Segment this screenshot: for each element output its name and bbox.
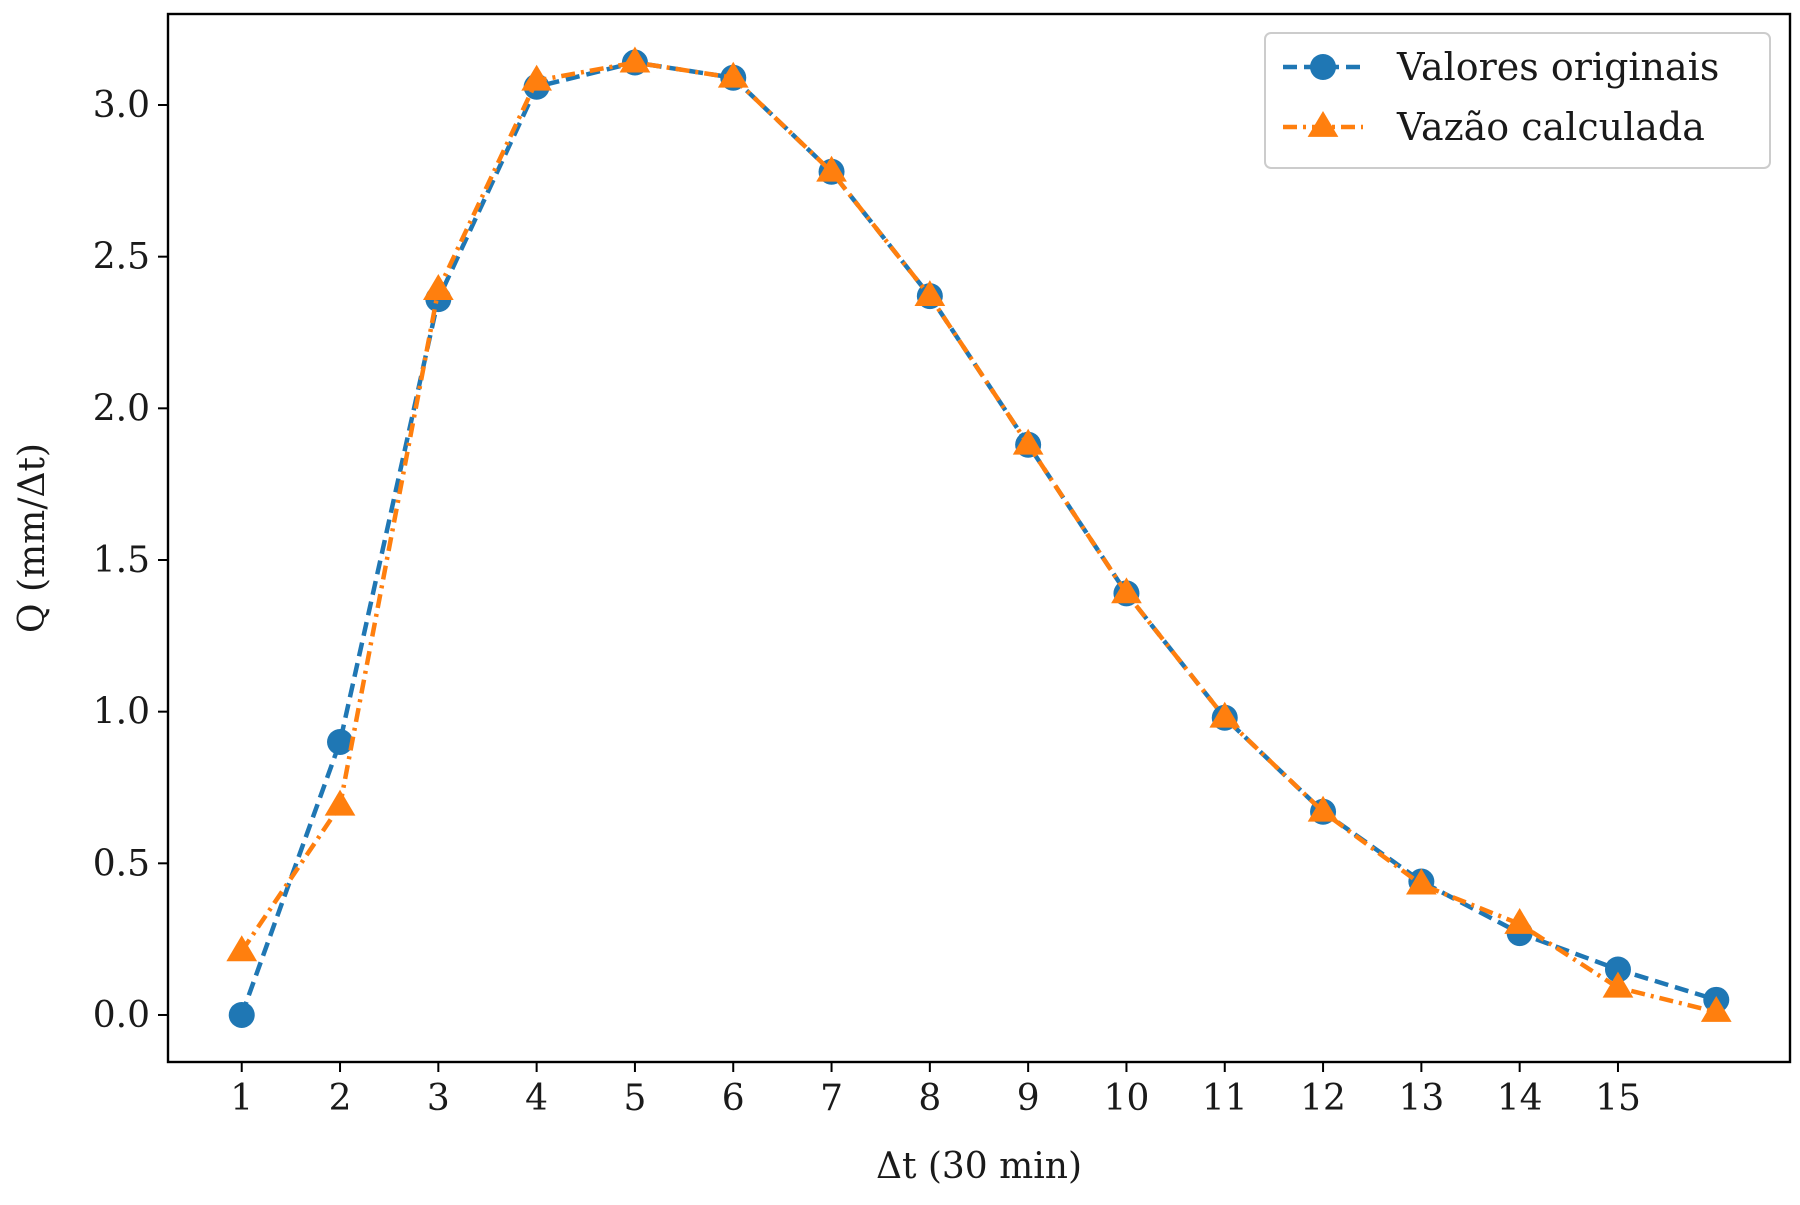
data-point-triangle <box>816 155 847 182</box>
data-point-triangle <box>1700 995 1732 1022</box>
legend-marker-circle <box>1310 54 1336 80</box>
data-point-triangle <box>1209 701 1241 728</box>
data-point-triangle <box>521 64 552 91</box>
data-point-triangle <box>1602 971 1634 998</box>
y-tick-label: 3.0 <box>93 85 150 126</box>
data-point-circle <box>1604 956 1631 983</box>
x-tick-label: 14 <box>1497 1078 1543 1119</box>
x-tick-label: 6 <box>722 1078 745 1119</box>
legend-marker-triangle <box>1307 111 1339 137</box>
data-point-circle <box>228 1001 255 1028</box>
data-point-circle <box>327 728 354 755</box>
x-axis-label: Δt (30 min) <box>876 1146 1082 1187</box>
y-axis-label: Q (mm/Δt) <box>12 443 53 633</box>
legend-box <box>1264 32 1771 169</box>
series-line <box>239 60 1717 1016</box>
data-point-triangle <box>1012 428 1044 455</box>
y-tick-label: 1.5 <box>93 540 150 581</box>
y-tick-label: 2.5 <box>93 237 150 278</box>
x-tick-label: 2 <box>329 1078 352 1119</box>
legend-entry: Vazão calculada <box>1283 105 1705 149</box>
x-tick-label: 5 <box>623 1078 646 1119</box>
x-tick-label: 3 <box>427 1078 450 1119</box>
x-axis: 1 2 3 4 5 6 7 8 9 10 11 12 13 14 15 <box>230 1062 1641 1119</box>
data-point-triangle <box>422 274 454 300</box>
series-1 <box>228 49 1730 1028</box>
legend: Valores originais Vazão calculada <box>1264 32 1771 169</box>
data-point-triangle <box>1307 795 1339 822</box>
x-tick-label: 8 <box>918 1078 941 1119</box>
data-point-triangle <box>619 46 651 73</box>
y-tick-label: 0.5 <box>93 843 150 884</box>
data-point-triangle <box>1504 907 1536 934</box>
data-point-triangle <box>914 280 946 307</box>
legend-label: Vazão calculada <box>1396 105 1705 149</box>
x-tick-label: 1 <box>230 1078 253 1119</box>
series-layer <box>226 46 1732 1028</box>
legend-entries: Valores originais Vazão calculada <box>1283 45 1719 149</box>
data-point-triangle <box>324 789 356 816</box>
plot-frame <box>166 12 1792 1064</box>
x-tick-label: 15 <box>1595 1078 1641 1119</box>
legend-label: Valores originais <box>1396 45 1719 89</box>
data-point-triangle <box>717 61 749 88</box>
data-point-triangle <box>1406 868 1437 895</box>
y-axis: 0.0 0.5 1.0 1.5 2.0 2.5 3.0 <box>93 85 168 1036</box>
series-line <box>239 60 1717 1015</box>
x-tick-label: 12 <box>1300 1078 1346 1119</box>
data-point-triangle <box>226 935 258 962</box>
y-tick-label: 0.0 <box>93 995 150 1036</box>
x-tick-label: 4 <box>525 1078 548 1119</box>
y-tick-label: 1.0 <box>93 692 150 733</box>
y-tick-label: 2.0 <box>93 388 150 429</box>
data-point-triangle <box>1111 577 1142 604</box>
legend-entry: Valores originais <box>1283 45 1719 89</box>
x-tick-label: 7 <box>820 1078 843 1119</box>
x-tick-label: 10 <box>1104 1078 1150 1119</box>
x-tick-label: 13 <box>1398 1078 1444 1119</box>
x-tick-label: 9 <box>1017 1078 1040 1119</box>
series-2 <box>226 46 1732 1022</box>
x-tick-label: 11 <box>1202 1078 1248 1119</box>
